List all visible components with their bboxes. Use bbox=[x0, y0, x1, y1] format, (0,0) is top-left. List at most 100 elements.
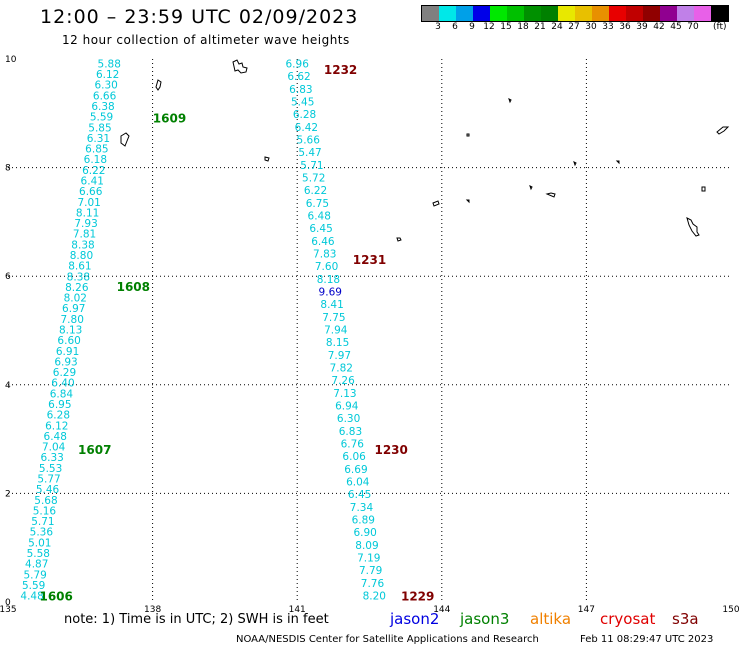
wave-height-value: 6.29 bbox=[53, 367, 76, 379]
wave-height-value: 6.66 bbox=[93, 90, 117, 102]
wave-height-value: 6.12 bbox=[45, 420, 68, 432]
pass-number-label: 1609 bbox=[153, 112, 186, 126]
wave-height-value: 6.94 bbox=[335, 401, 359, 413]
wave-height-value: 6.75 bbox=[306, 198, 329, 210]
wave-height-value: 8.11 bbox=[76, 207, 99, 219]
y-tick-label: 8 bbox=[5, 164, 11, 174]
x-tick-label: 150 bbox=[722, 605, 739, 615]
color-swatch bbox=[660, 6, 677, 21]
color-scale-bar bbox=[421, 5, 729, 22]
wave-height-value: 5.77 bbox=[37, 473, 60, 485]
color-swatch bbox=[524, 6, 541, 21]
wave-height-value: 7.60 bbox=[315, 261, 338, 273]
wave-height-value: 5.79 bbox=[23, 569, 46, 581]
satellite-name-jason2: jason2 bbox=[390, 610, 440, 628]
wave-height-value: 6.62 bbox=[287, 71, 310, 83]
wave-height-value: 5.45 bbox=[291, 96, 314, 108]
wave-height-value: 6.40 bbox=[51, 378, 74, 390]
island-outline bbox=[508, 98, 512, 104]
color-scale-label: 39 bbox=[636, 22, 648, 32]
color-scale-label: 3 bbox=[435, 22, 441, 32]
wave-height-value: 8.38 bbox=[71, 239, 94, 251]
color-swatch bbox=[626, 6, 643, 21]
generation-timestamp: Feb 11 08:29:47 UTC 2023 bbox=[580, 634, 714, 645]
wave-height-value: 6.22 bbox=[82, 165, 105, 177]
color-scale-label: 70 bbox=[687, 22, 699, 32]
wave-height-value: 6.95 bbox=[48, 399, 71, 411]
color-scale-label: 45 bbox=[670, 22, 682, 32]
x-tick-label: 138 bbox=[144, 605, 161, 615]
island-outline bbox=[529, 185, 533, 191]
pass-number-label: 1230 bbox=[374, 443, 407, 457]
wave-height-value: 6.28 bbox=[293, 109, 316, 121]
credit-line: NOAA/NESDIS Center for Satellite Applica… bbox=[236, 634, 539, 645]
island-outline bbox=[155, 79, 162, 91]
color-swatch bbox=[711, 6, 728, 21]
y-tick-label: 4 bbox=[5, 381, 11, 391]
wave-height-value: 6.31 bbox=[87, 133, 110, 145]
pass-number-label: 1229 bbox=[401, 590, 434, 604]
color-swatch bbox=[541, 6, 558, 21]
wave-height-value: 7.79 bbox=[359, 565, 382, 577]
wave-height-value: 7.97 bbox=[328, 350, 351, 362]
color-swatch bbox=[490, 6, 507, 21]
wave-height-value: 5.01 bbox=[28, 537, 51, 549]
color-swatch bbox=[439, 6, 456, 21]
color-swatch bbox=[694, 6, 711, 21]
color-scale-labels: 3 6 9 12 15 18 21 24 27 30 33 36 39 42 45 70 bbox=[421, 22, 740, 34]
y-tick-label: 10 bbox=[5, 55, 17, 65]
color-swatch bbox=[643, 6, 660, 21]
island-outline bbox=[120, 132, 130, 147]
color-swatch bbox=[422, 6, 439, 21]
wave-height-value: 6.30 bbox=[94, 80, 117, 92]
color-swatch bbox=[473, 6, 490, 21]
wave-height-value: 8.61 bbox=[68, 261, 91, 273]
x-tick-label: 135 bbox=[0, 605, 17, 615]
island-outline bbox=[232, 59, 248, 74]
color-swatch bbox=[677, 6, 694, 21]
island-outline bbox=[432, 200, 440, 207]
wave-height-value: 6.28 bbox=[47, 410, 70, 422]
wave-height-value: 6.93 bbox=[54, 356, 77, 368]
color-scale-label: 24 bbox=[551, 22, 563, 32]
island-outline bbox=[466, 133, 470, 137]
wave-height-value: 6.66 bbox=[79, 186, 103, 198]
color-swatch bbox=[609, 6, 626, 21]
color-scale-label: 21 bbox=[534, 22, 546, 32]
wave-height-value: 5.71 bbox=[31, 516, 54, 528]
y-tick-label: 0 bbox=[5, 598, 11, 608]
wave-height-value: 6.46 bbox=[311, 236, 335, 248]
color-swatch bbox=[558, 6, 575, 21]
color-scale-label: 33 bbox=[602, 22, 614, 32]
satellite-name-cryosat: cryosat bbox=[600, 610, 656, 628]
wave-height-value: 6.89 bbox=[352, 515, 375, 527]
wave-height-value: 7.82 bbox=[330, 363, 353, 375]
wave-height-value: 6.97 bbox=[62, 303, 85, 315]
pass-number-label: 1232 bbox=[324, 63, 357, 77]
wave-height-value: 5.47 bbox=[298, 147, 321, 159]
color-scale-label: 12 bbox=[483, 22, 495, 32]
y-tick-label: 6 bbox=[5, 272, 11, 282]
wave-height-value: 7.01 bbox=[77, 197, 100, 209]
wave-height-value: 7.80 bbox=[61, 314, 84, 326]
wave-height-value: 5.88 bbox=[98, 58, 121, 70]
island-outline bbox=[396, 237, 402, 242]
color-scale-label: 27 bbox=[568, 22, 580, 32]
wave-height-value: 5.36 bbox=[30, 527, 54, 539]
wave-height-value: 7.94 bbox=[324, 325, 348, 337]
color-swatch bbox=[507, 6, 524, 21]
wave-height-value: 6.41 bbox=[81, 176, 104, 188]
color-scale-label: 15 bbox=[500, 22, 512, 32]
wave-height-value: 6.22 bbox=[304, 185, 327, 197]
wave-height-value: 6.33 bbox=[40, 452, 63, 464]
wave-height-value: 8.18 bbox=[317, 274, 340, 286]
satellite-name-jason3: jason3 bbox=[460, 610, 510, 628]
wave-height-value: 6.45 bbox=[348, 489, 371, 501]
map-subtitle: 12 hour collection of altimeter wave hei… bbox=[62, 33, 350, 47]
wave-height-value: 8.15 bbox=[326, 337, 349, 349]
wave-height-value: 4.48 bbox=[20, 591, 43, 603]
wave-height-value: 4.87 bbox=[25, 559, 48, 571]
color-swatch bbox=[575, 6, 592, 21]
x-tick-label: 147 bbox=[578, 605, 595, 615]
color-scale-label: 30 bbox=[585, 22, 597, 32]
